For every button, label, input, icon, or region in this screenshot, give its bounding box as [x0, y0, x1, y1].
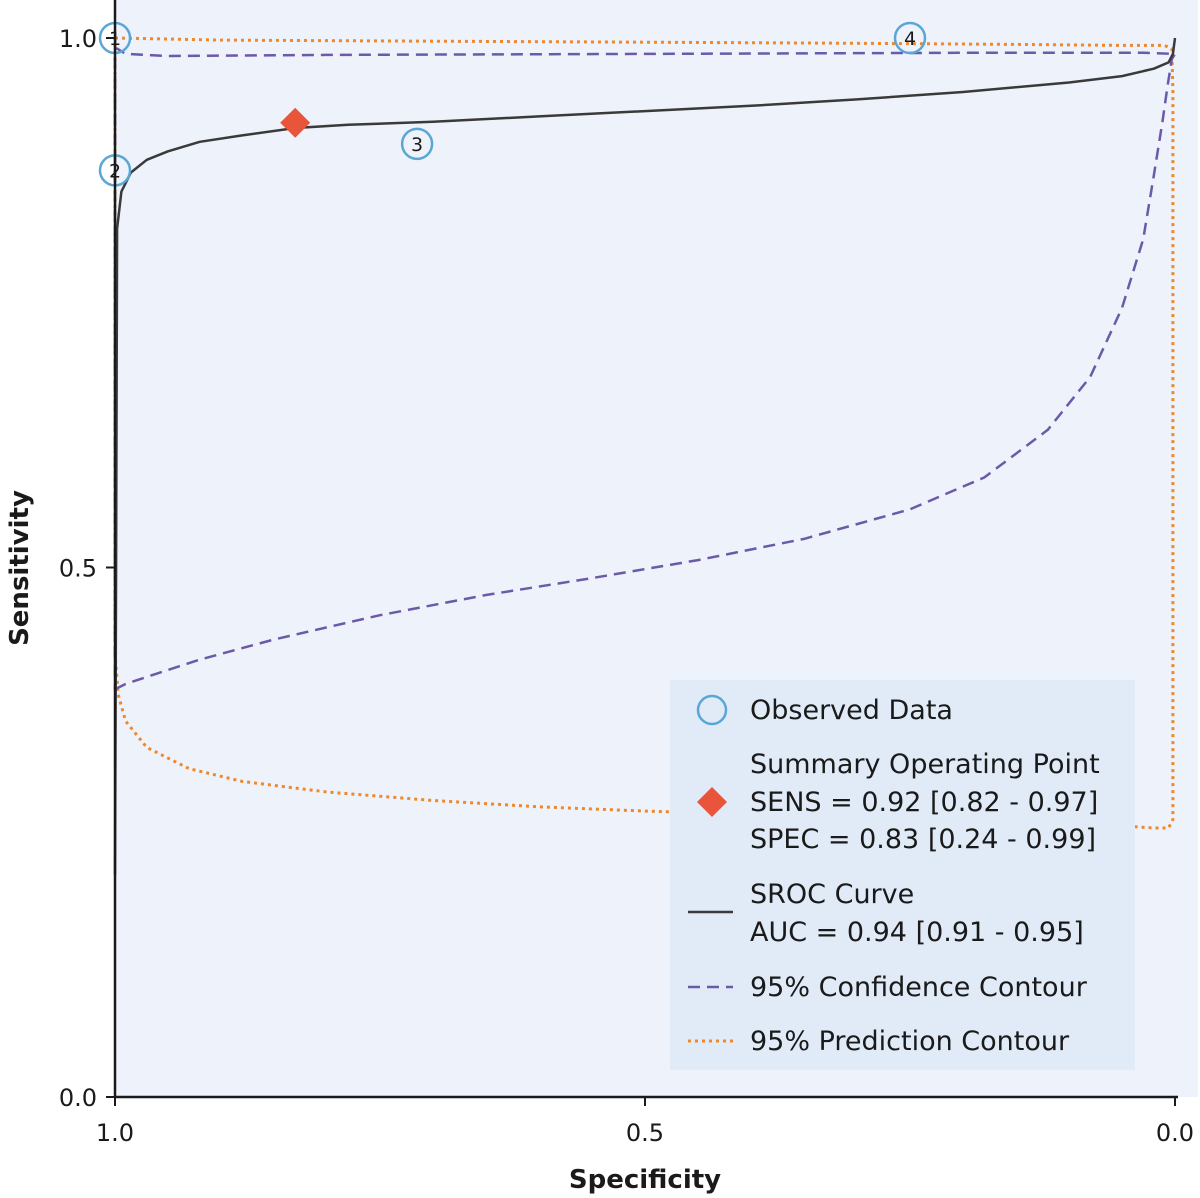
- y-tick-label: 0.0: [59, 1084, 97, 1112]
- x-tick-label: 0.0: [1156, 1119, 1194, 1147]
- observed-point-marker: [893, 21, 927, 55]
- legend-observed-symbol: [696, 694, 728, 726]
- legend-sroc-auc: AUC = 0.94 [0.91 - 0.95]: [750, 917, 1084, 948]
- y-tick-label: 1.0: [59, 25, 97, 53]
- x-tick-label: 0.5: [626, 1119, 664, 1147]
- confidence-contour: [113, 47, 1177, 691]
- legend-sroc-label: SROC Curve: [750, 879, 914, 910]
- observed-point-marker: [400, 127, 434, 161]
- x-axis-title: Specificity: [569, 1165, 721, 1195]
- marker-layer: 1234: [98, 21, 927, 187]
- legend-confidence-label: 95% Confidence Contour: [750, 972, 1088, 1003]
- legend-prediction-label: 95% Prediction Contour: [750, 1026, 1070, 1057]
- y-axis-title: Sensitivity: [5, 490, 35, 646]
- x-tick-label: 1.0: [96, 1119, 134, 1147]
- legend: Observed Data Summary Operating Point SE…: [670, 680, 1135, 1070]
- summary-operating-point: [280, 107, 311, 138]
- axis-layer: 1.0 0.5 0.0 0.0 0.5 1.0: [59, 0, 1194, 1147]
- observed-point: 4: [893, 21, 927, 55]
- observed-point-label: 3: [411, 134, 423, 156]
- legend-summary-sens: SENS = 0.92 [0.82 - 0.97]: [750, 787, 1098, 818]
- legend-summary-symbol: [697, 787, 727, 817]
- observed-point: 3: [400, 127, 434, 161]
- legend-background: [670, 680, 1135, 1070]
- legend-observed-label: Observed Data: [750, 695, 953, 726]
- observed-point-label: 4: [904, 28, 916, 50]
- legend-summary-spec: SPEC = 0.83 [0.24 - 0.99]: [750, 824, 1096, 855]
- y-tick-label: 0.5: [59, 555, 97, 583]
- legend-summary-label: Summary Operating Point: [750, 749, 1100, 780]
